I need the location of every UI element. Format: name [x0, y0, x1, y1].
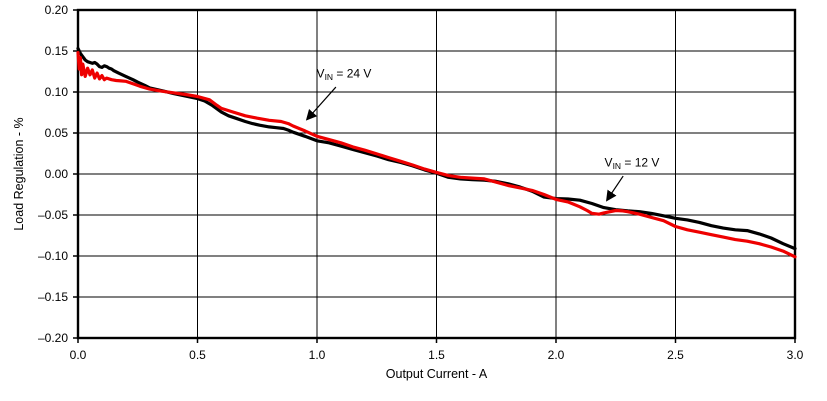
vin-12v-label: VIN = 12 V	[605, 156, 660, 172]
vin-12v-label-arrow	[606, 175, 624, 202]
x-tick-label: 2.0	[548, 348, 565, 362]
y-tick-label: –0.10	[38, 249, 68, 263]
x-tick-label: 0.5	[189, 348, 206, 362]
x-tick-label: 2.5	[667, 348, 684, 362]
y-tick-label: 0.20	[45, 3, 69, 17]
y-tick-label: 0.10	[45, 85, 69, 99]
x-tick-label: 0.0	[70, 348, 87, 362]
y-tick-label: 0.05	[45, 126, 69, 140]
series-curve-vin-12v	[76, 46, 797, 251]
vin-24v-label: VIN = 24 V	[317, 67, 372, 83]
y-tick-label: –0.20	[38, 331, 68, 345]
x-tick-label: 1.5	[428, 348, 445, 362]
plot-border	[76, 8, 797, 340]
x-tick-label: 3.0	[787, 348, 804, 362]
series-curve-vin-24v	[76, 50, 797, 259]
x-axis-title: Output Current - A	[386, 367, 488, 381]
y-tick-label: 0.00	[45, 167, 69, 181]
y-tick-label: –0.05	[38, 208, 68, 222]
y-tick-label: 0.15	[45, 44, 69, 58]
x-tick-label: 1.0	[309, 348, 326, 362]
vin-24v-label-arrow	[305, 86, 337, 121]
y-axis-title: Load Regulation - %	[12, 117, 26, 230]
y-tick-label: –0.15	[38, 290, 68, 304]
